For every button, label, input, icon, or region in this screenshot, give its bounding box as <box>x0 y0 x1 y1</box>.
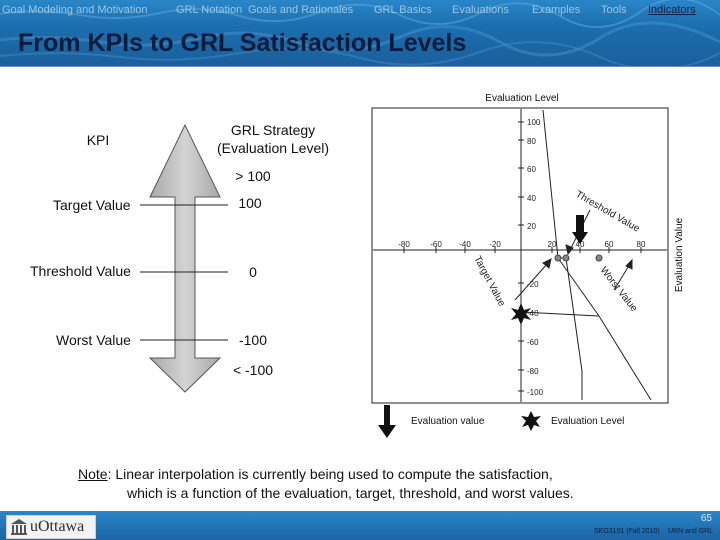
level-above-100: > 100 <box>235 168 271 184</box>
nav-item-goals-rationales[interactable]: Goals and Rationales <box>248 4 354 16</box>
note-label: Note <box>78 466 108 482</box>
x-tick-labels: -80 -60 -40 -20 20 40 60 80 <box>398 240 646 249</box>
navigation-bar: Goal Modeling and Motivation GRL Notatio… <box>0 0 720 22</box>
slide-title: From KPIs to GRL Satisfaction Levels <box>18 29 467 57</box>
x-tick: 20 <box>548 240 557 249</box>
building-icon <box>11 519 27 535</box>
y-tick: 80 <box>527 137 536 146</box>
callout-arrows <box>514 209 633 301</box>
y-tick: 20 <box>527 222 536 231</box>
nav-item-evaluations[interactable]: Evaluations <box>452 4 509 16</box>
nav-item-grl-basics[interactable]: GRL Basics <box>374 4 432 16</box>
y-tick: 40 <box>527 194 536 203</box>
legend-evaluation-value: Evaluation value <box>411 416 485 427</box>
y-tick-labels: 100 80 60 40 20 -20 -40 -60 -80 -100 <box>527 118 544 397</box>
kpi-mapping-diagram: KPI GRL Strategy (Evaluation Level) Targ… <box>30 122 329 393</box>
nav-item-grl-notation[interactable]: GRL Notation <box>176 4 243 16</box>
slide-header: Goal Modeling and Motivation GRL Notatio… <box>0 0 720 66</box>
strategy-heading-line2: (Evaluation Level) <box>217 140 329 156</box>
legend-evaluation-level: Evaluation Level <box>551 416 624 427</box>
level-0: 0 <box>249 264 257 280</box>
slide-footer: uOttawa 65 SEG3101 (Fall 2010) URN and G… <box>0 511 720 540</box>
strategy-heading-line1: GRL Strategy <box>231 122 315 138</box>
note-line2: which is a function of the evaluation, t… <box>127 485 574 501</box>
slide-note: Note: Linear interpolation is currently … <box>78 465 678 503</box>
nav-item-goal-modeling[interactable]: Goal Modeling and Motivation <box>2 4 148 16</box>
water-texture <box>0 0 720 66</box>
y-tick: -100 <box>527 388 544 397</box>
x-tick: 60 <box>605 240 614 249</box>
x-tick: -20 <box>489 240 501 249</box>
nav-item-examples[interactable]: Examples <box>532 4 581 16</box>
note-line1: : Linear interpolation is currently bein… <box>107 466 553 482</box>
threshold-point <box>562 254 570 262</box>
x-tick: -40 <box>459 240 471 249</box>
evaluation-level-star-icon <box>511 303 531 325</box>
interpolation-lines <box>520 109 652 401</box>
y-tick: -40 <box>527 309 539 318</box>
x-tick: 80 <box>637 240 646 249</box>
y-tick: -80 <box>527 367 539 376</box>
diagram-area: KPI GRL Strategy (Evaluation Level) Targ… <box>30 93 685 438</box>
uottawa-logo: uOttawa <box>6 515 96 539</box>
target-point <box>554 254 562 262</box>
deck-title: URN and GRL <box>668 528 714 535</box>
x-tick: -60 <box>430 240 442 249</box>
level-below-minus-100: < -100 <box>233 362 273 378</box>
kpi-heading: KPI <box>87 132 110 148</box>
worst-value-label: Worst Value <box>56 332 131 348</box>
target-value-label: Target Value <box>53 197 131 213</box>
plot-frame <box>371 107 669 404</box>
y-tick: 60 <box>527 165 536 174</box>
header-divider <box>0 66 720 67</box>
logo-text: uOttawa <box>30 518 85 535</box>
x-tick: -80 <box>398 240 410 249</box>
course-code: SEG3101 (Fall 2010) <box>594 528 660 535</box>
level-100: 100 <box>238 195 262 211</box>
legend-value-arrow-icon <box>378 405 396 438</box>
evaluation-function-diagram: Evaluation Level Evaluation Value 100 80… <box>371 93 685 438</box>
x-tick-marks <box>403 247 642 253</box>
y-axis-title: Evaluation Level <box>485 93 558 104</box>
y-tick: -60 <box>527 338 539 347</box>
double-arrow-icon <box>148 123 222 393</box>
y-tick: 100 <box>527 118 541 127</box>
evaluation-value-arrow-icon <box>572 215 588 244</box>
threshold-value-label: Threshold Value <box>30 263 131 279</box>
y-tick: -20 <box>527 280 539 289</box>
worst-point <box>595 254 603 262</box>
level-minus-100: -100 <box>239 332 267 348</box>
nav-item-tools[interactable]: Tools <box>601 4 627 16</box>
page-number: 65 <box>700 513 712 524</box>
legend-level-star-icon <box>521 411 541 431</box>
x-axis-title: Evaluation Value <box>674 217 685 292</box>
nav-item-indicators[interactable]: Indicators <box>648 4 696 16</box>
x-tick: 40 <box>576 240 585 249</box>
